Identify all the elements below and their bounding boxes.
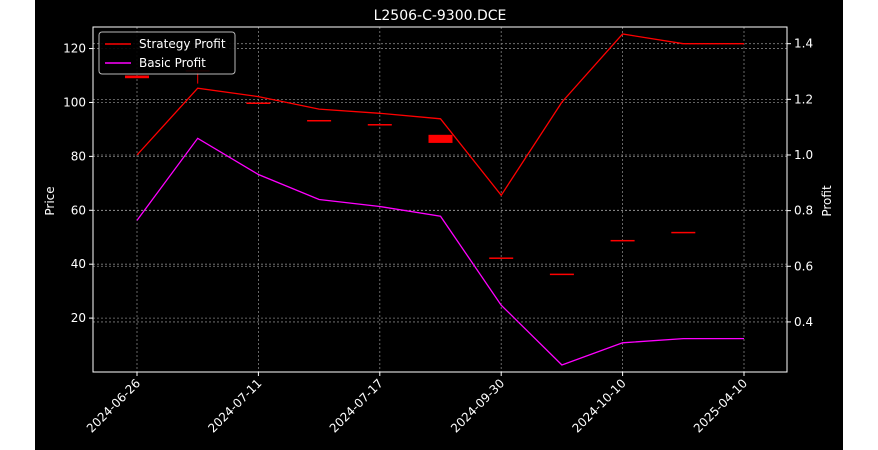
candle-body xyxy=(307,119,332,122)
chart-title: L2506-C-9300.DCE xyxy=(374,8,507,24)
profit-lines xyxy=(136,33,744,366)
right-y-axis: 0.4 0.6 0.8 1.0 1.2 1.4 xyxy=(787,37,813,329)
left-y-axis: 20 40 60 80 100 120 xyxy=(63,42,93,325)
candle-body xyxy=(125,75,149,79)
candle-body xyxy=(428,134,453,143)
legend-box xyxy=(98,31,236,75)
plot-frame xyxy=(92,26,788,373)
right-tick-label: 0.6 xyxy=(794,259,813,273)
left-axis-label: Price xyxy=(43,186,57,215)
legend-label-basic: Basic Profit xyxy=(139,56,206,70)
right-tick-label: 1.2 xyxy=(794,92,813,106)
basic-profit-line xyxy=(136,137,744,366)
right-tick-label: 1.4 xyxy=(794,37,813,51)
legend: Strategy Profit Basic Profit xyxy=(98,31,236,75)
right-tick-label: 0.8 xyxy=(794,204,813,218)
grid-lines xyxy=(93,27,787,372)
figure-background xyxy=(35,0,843,450)
candle-body xyxy=(549,273,574,276)
left-tick-label: 60 xyxy=(71,203,86,217)
left-tick-label: 20 xyxy=(71,311,86,325)
strategy-profit-line xyxy=(136,33,744,197)
candle-body xyxy=(489,257,514,259)
candle-body xyxy=(246,102,271,104)
legend-label-strategy: Strategy Profit xyxy=(139,37,226,51)
candles xyxy=(125,67,696,276)
left-tick-label: 120 xyxy=(63,42,86,56)
left-tick-label: 100 xyxy=(63,95,86,109)
right-axis-label: Profit xyxy=(820,185,834,217)
candle-body xyxy=(610,239,635,242)
left-tick-label: 80 xyxy=(71,149,86,163)
candle-body xyxy=(367,124,392,126)
right-tick-label: 0.4 xyxy=(794,315,813,329)
left-tick-label: 40 xyxy=(71,257,86,271)
candle-body xyxy=(671,231,696,234)
right-tick-label: 1.0 xyxy=(794,148,813,162)
